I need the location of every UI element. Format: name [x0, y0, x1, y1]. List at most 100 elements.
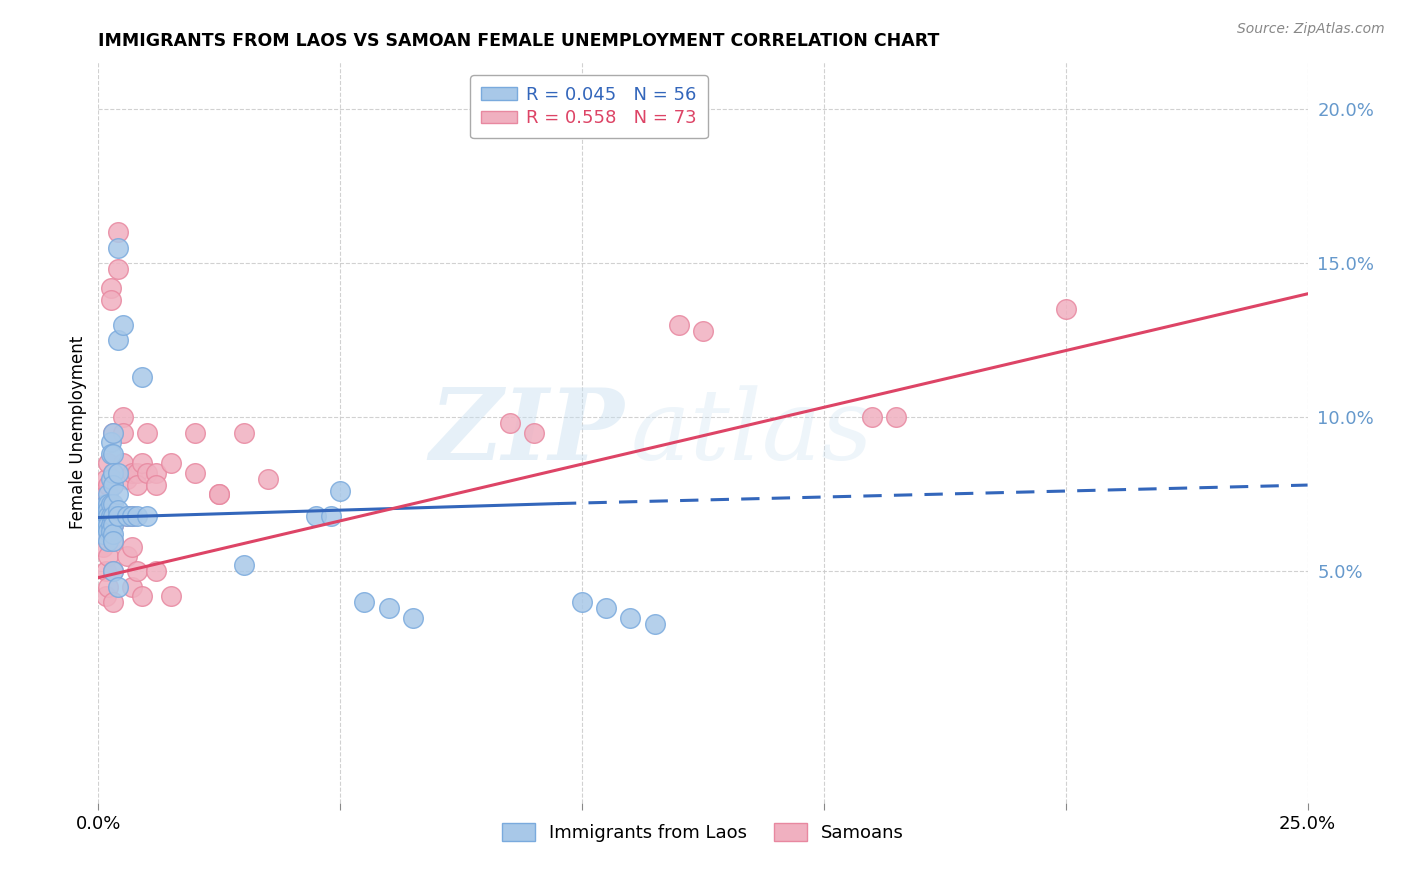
Point: [135, 425, 157, 440]
Point: [94, 487, 117, 501]
Point: [498, 417, 520, 431]
Point: [107, 333, 129, 347]
Point: [101, 447, 124, 461]
Point: [101, 533, 124, 548]
Point: [97, 497, 120, 511]
Point: [100, 518, 122, 533]
Point: [131, 370, 153, 384]
Point: [94, 518, 117, 533]
Point: [94, 508, 117, 523]
Point: [107, 580, 129, 594]
Point: [668, 318, 690, 332]
Point: [101, 565, 124, 579]
Point: [101, 497, 124, 511]
Point: [353, 595, 375, 609]
Point: [329, 484, 352, 499]
Point: [101, 533, 124, 548]
Point: [107, 508, 129, 523]
Text: ZIP: ZIP: [429, 384, 624, 481]
Point: [100, 434, 122, 449]
Point: [94, 518, 117, 533]
Point: [101, 518, 124, 533]
Point: [91, 518, 114, 533]
Point: [97, 549, 120, 563]
Point: [101, 425, 124, 440]
Point: [94, 497, 117, 511]
Point: [94, 472, 117, 486]
Point: [90, 508, 112, 523]
Point: [127, 478, 149, 492]
Point: [127, 466, 149, 480]
Point: [101, 527, 124, 541]
Text: atlas: atlas: [630, 385, 873, 480]
Point: [377, 601, 399, 615]
Point: [145, 565, 167, 579]
Point: [860, 410, 883, 425]
Point: [101, 565, 124, 579]
Point: [127, 508, 149, 523]
Point: [97, 457, 120, 471]
Point: [117, 472, 139, 486]
Point: [145, 466, 167, 480]
Point: [107, 487, 129, 501]
Point: [94, 565, 117, 579]
Point: [107, 466, 129, 480]
Point: [619, 610, 641, 624]
Point: [107, 240, 129, 255]
Point: [1054, 302, 1077, 317]
Point: [305, 508, 328, 523]
Point: [100, 472, 122, 486]
Point: [184, 425, 207, 440]
Point: [100, 497, 122, 511]
Point: [91, 518, 114, 533]
Point: [117, 508, 139, 523]
Point: [101, 508, 124, 523]
Point: [644, 616, 666, 631]
Point: [692, 324, 714, 338]
Point: [101, 595, 124, 609]
Point: [94, 589, 117, 603]
Point: [107, 502, 129, 516]
Point: [94, 512, 117, 526]
Point: [100, 280, 122, 294]
Point: [91, 527, 114, 541]
Point: [111, 457, 134, 471]
Point: [97, 524, 120, 539]
Point: [97, 497, 120, 511]
Point: [160, 457, 183, 471]
Point: [402, 610, 425, 624]
Point: [97, 580, 120, 594]
Point: [97, 533, 120, 548]
Text: IMMIGRANTS FROM LAOS VS SAMOAN FEMALE UNEMPLOYMENT CORRELATION CHART: IMMIGRANTS FROM LAOS VS SAMOAN FEMALE UN…: [98, 32, 939, 50]
Point: [97, 487, 120, 501]
Point: [256, 472, 278, 486]
Point: [97, 502, 120, 516]
Point: [121, 508, 143, 523]
Point: [145, 478, 167, 492]
Point: [101, 466, 124, 480]
Point: [184, 466, 207, 480]
Point: [160, 589, 183, 603]
Y-axis label: Female Unemployment: Female Unemployment: [69, 336, 87, 529]
Point: [135, 466, 157, 480]
Point: [208, 487, 231, 501]
Point: [121, 540, 143, 554]
Point: [90, 508, 112, 523]
Text: Source: ZipAtlas.com: Source: ZipAtlas.com: [1237, 22, 1385, 37]
Point: [97, 518, 120, 533]
Point: [232, 558, 254, 573]
Point: [127, 565, 149, 579]
Point: [111, 410, 134, 425]
Point: [97, 533, 120, 548]
Point: [121, 466, 143, 480]
Point: [571, 595, 593, 609]
Point: [100, 508, 122, 523]
Point: [232, 425, 254, 440]
Point: [97, 518, 120, 533]
Point: [131, 589, 153, 603]
Point: [117, 508, 139, 523]
Point: [101, 478, 124, 492]
Point: [97, 508, 120, 523]
Point: [121, 580, 143, 594]
Point: [319, 508, 342, 523]
